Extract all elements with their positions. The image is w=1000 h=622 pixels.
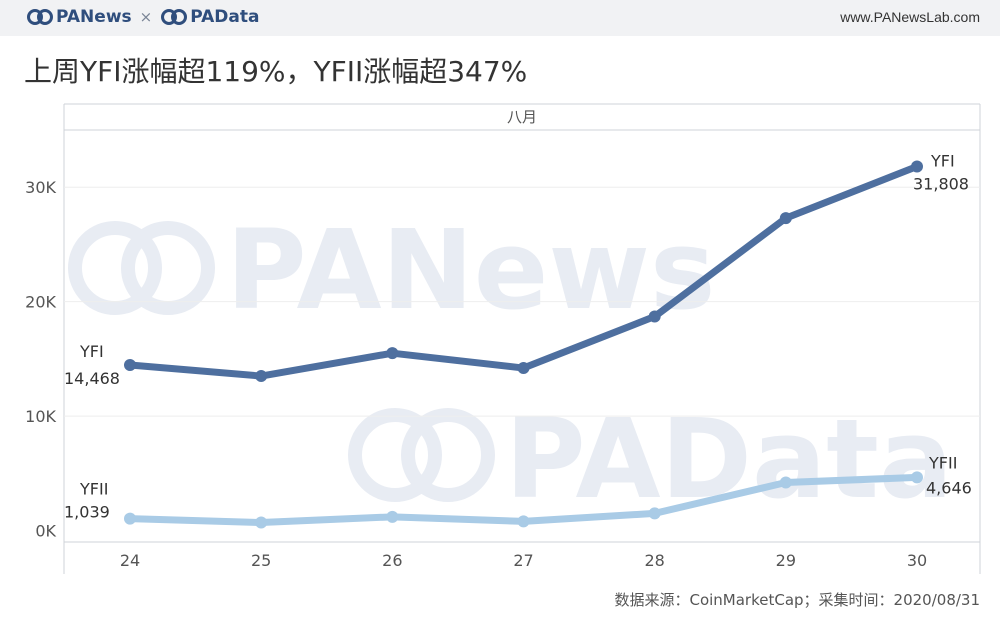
chart-title: 上周YFI涨幅超119%，YFII涨幅超347% — [24, 55, 528, 88]
data-point — [386, 347, 399, 360]
data-point — [124, 358, 136, 371]
data-point — [124, 512, 136, 525]
data-point — [255, 516, 268, 529]
start-label-name: YFII — [79, 480, 108, 499]
x-tick-label: 26 — [382, 551, 402, 570]
header-bar: PANews × PAData www.PANewsLab.com — [0, 0, 1000, 36]
x-tick-label: 29 — [776, 551, 796, 570]
site-url: www.PANewsLab.com — [840, 9, 980, 25]
brand-left: PANews — [56, 7, 132, 27]
data-labels: YFI 14,468 YFI 31,808 YFII 1,039 YFII 4,646 — [64, 152, 972, 522]
brand-right: PAData — [190, 7, 260, 27]
data-point — [648, 507, 661, 520]
start-label-value: 1,039 — [64, 503, 110, 522]
data-point — [386, 510, 399, 523]
data-point — [911, 160, 923, 173]
end-label-name: YFII — [928, 453, 957, 472]
data-point — [517, 362, 530, 375]
padata-logo-icon — [161, 9, 188, 25]
x-tick-label: 28 — [644, 551, 664, 570]
start-label-name: YFI — [79, 342, 104, 361]
y-tick-labels: 0K 10K 20K 30K — [25, 178, 56, 540]
watermark-padata: PAData — [348, 395, 953, 523]
y-tick-label: 20K — [25, 293, 56, 312]
watermark-panews: PANews — [68, 206, 715, 334]
watermark-panews-text: PANews — [226, 206, 715, 334]
grid-lines — [64, 186, 980, 417]
data-point — [911, 471, 923, 484]
series-layer — [124, 160, 923, 529]
end-label-name: YFI — [930, 152, 955, 171]
end-label-value: 31,808 — [913, 175, 969, 194]
x-tick-label: 25 — [251, 551, 271, 570]
end-label-value: 4,646 — [926, 478, 972, 497]
data-point — [779, 212, 792, 225]
data-point — [255, 370, 268, 383]
data-source: 数据来源：CoinMarketCap；采集时间：2020/08/31 — [614, 591, 980, 609]
brand: PANews × PAData — [26, 7, 259, 27]
x-tick-labels: 24 25 26 27 28 29 30 — [120, 551, 927, 570]
x-header-label: 八月 — [507, 108, 537, 126]
panews-logo-icon — [27, 9, 53, 25]
y-tick-label: 30K — [25, 178, 56, 197]
brand-separator: × — [139, 8, 153, 26]
y-tick-label: 10K — [25, 407, 56, 426]
data-point — [648, 310, 661, 323]
y-tick-label: 0K — [35, 522, 56, 541]
start-label-value: 14,468 — [64, 369, 120, 388]
x-tick-label: 27 — [513, 551, 533, 570]
data-point — [517, 515, 530, 528]
x-tick-label: 30 — [907, 551, 927, 570]
x-tick-label: 24 — [120, 551, 140, 570]
watermark-padata-text: PAData — [505, 395, 953, 523]
data-point — [779, 476, 792, 489]
